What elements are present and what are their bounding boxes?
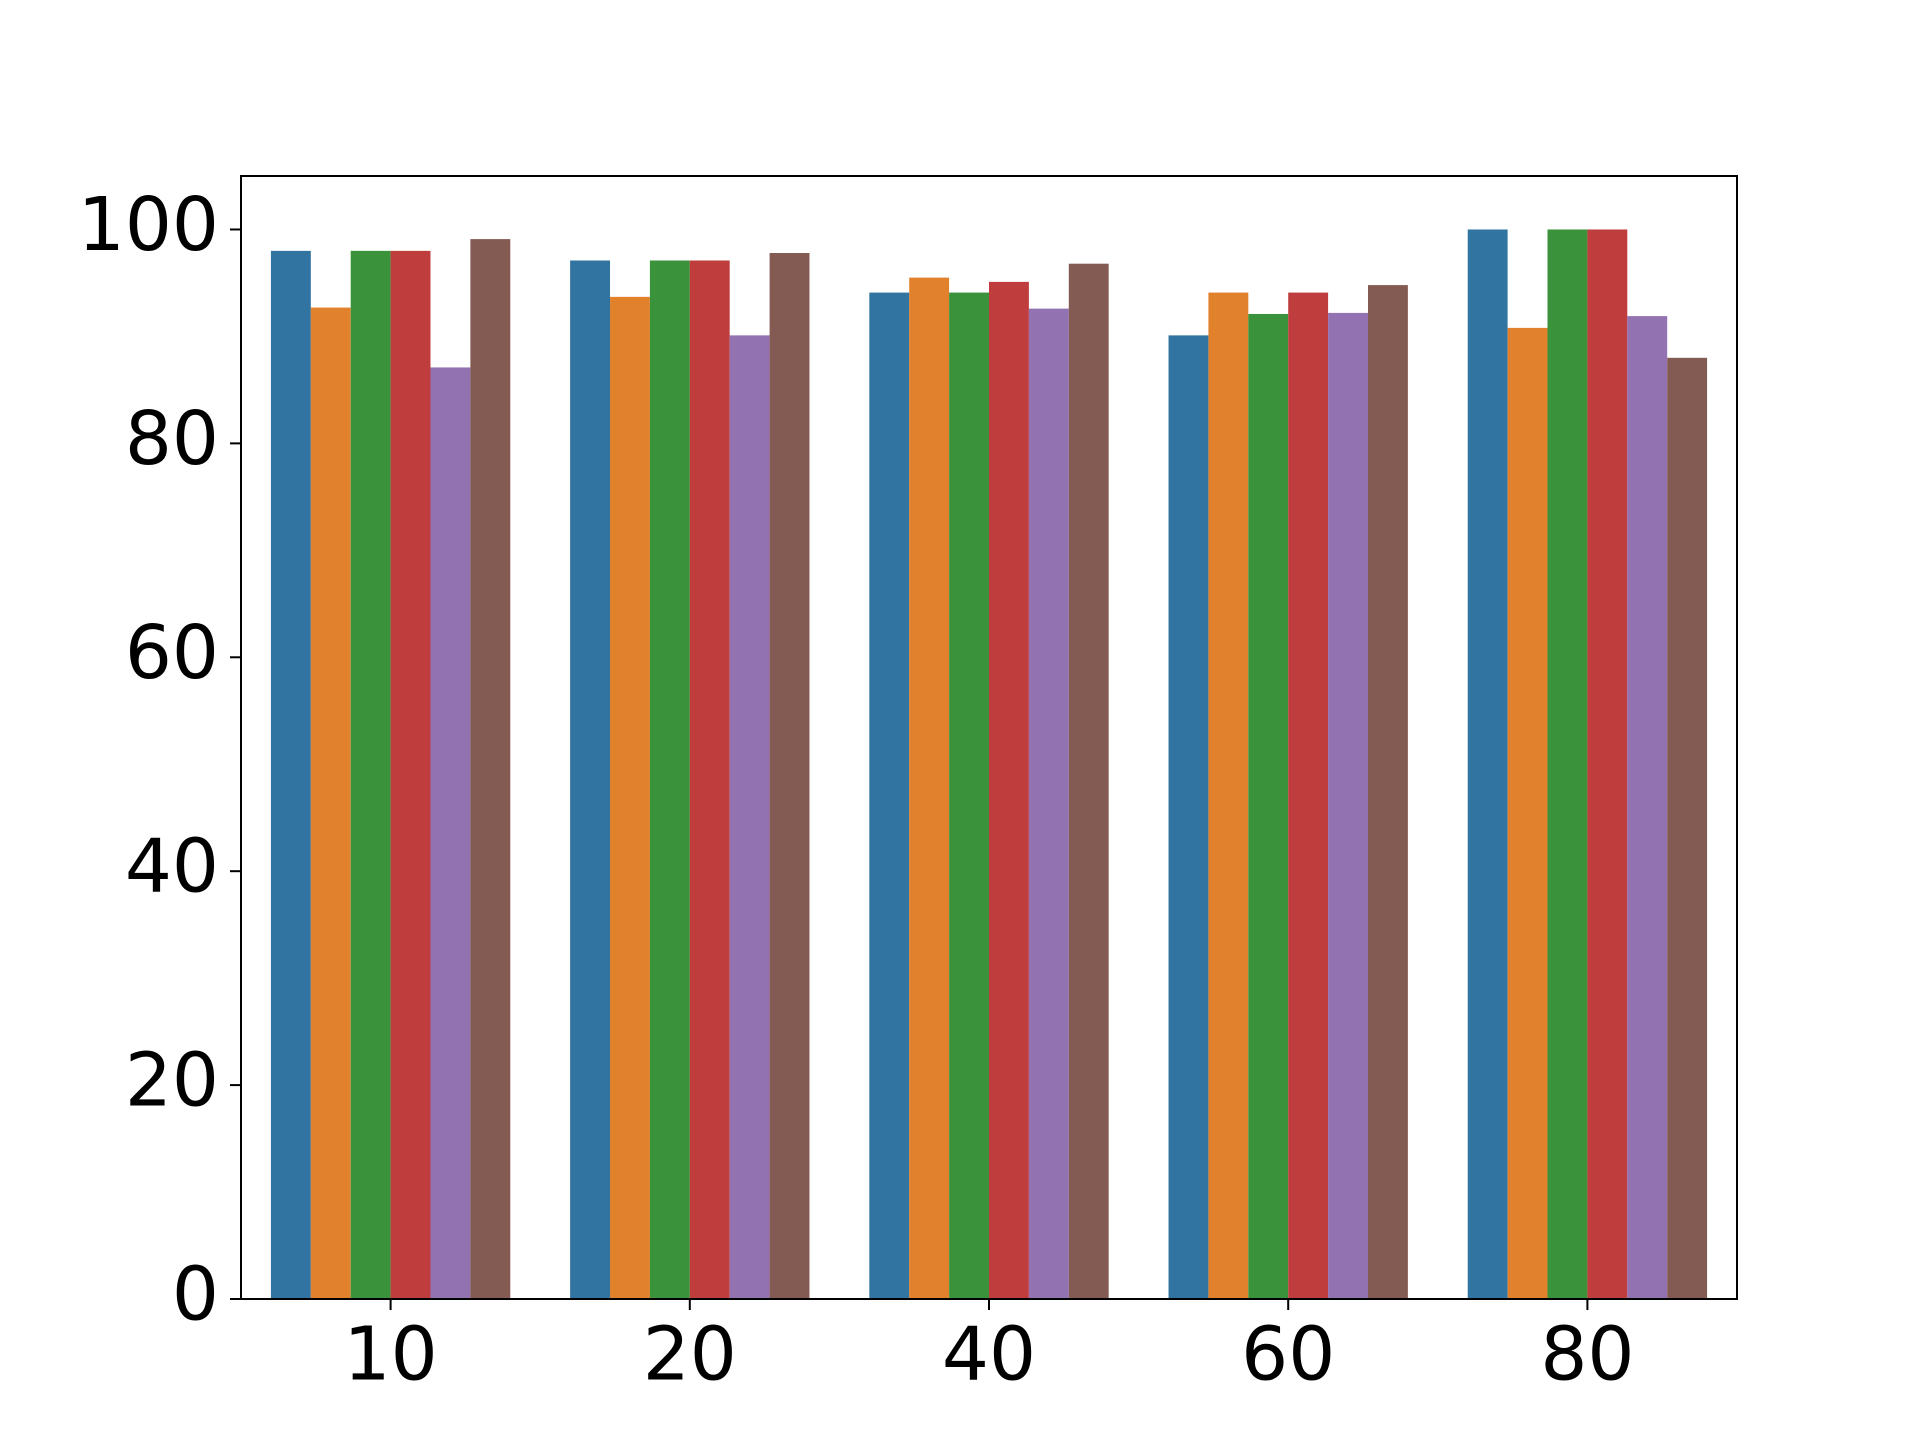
bar xyxy=(989,281,1029,1300)
bar xyxy=(1547,229,1588,1299)
y-tick-label: 20 xyxy=(125,1038,219,1124)
bar xyxy=(430,367,471,1299)
bar xyxy=(869,292,910,1299)
bar xyxy=(470,239,511,1299)
bar xyxy=(1168,335,1209,1300)
y-tick-label: 80 xyxy=(125,396,219,482)
bar xyxy=(610,296,650,1299)
bar xyxy=(350,250,391,1299)
bar xyxy=(1288,292,1329,1299)
plot-frame xyxy=(240,175,1738,1300)
bar xyxy=(270,250,311,1299)
bar xyxy=(1507,327,1548,1299)
bar xyxy=(689,260,730,1299)
x-tick-label: 20 xyxy=(643,1312,737,1398)
x-tick-label: 80 xyxy=(1540,1312,1634,1398)
bar xyxy=(909,277,950,1300)
x-tick-label: 10 xyxy=(344,1312,438,1398)
bar xyxy=(1367,285,1408,1299)
bar xyxy=(1248,313,1289,1299)
bar xyxy=(1667,357,1708,1299)
bar xyxy=(1627,316,1668,1299)
bar xyxy=(1028,308,1069,1299)
y-tick-label: 40 xyxy=(125,824,219,910)
bar xyxy=(310,307,351,1300)
y-tick-label: 100 xyxy=(78,182,219,268)
bar xyxy=(649,260,690,1299)
bar xyxy=(390,250,431,1299)
bar xyxy=(1587,229,1628,1299)
bar xyxy=(1328,312,1368,1299)
y-tick-label: 0 xyxy=(172,1252,219,1338)
bar xyxy=(769,253,810,1299)
bar xyxy=(729,335,770,1300)
bar xyxy=(1467,229,1508,1299)
bar xyxy=(1208,292,1249,1299)
y-tick-label: 60 xyxy=(125,610,219,696)
bar xyxy=(570,260,611,1299)
bar xyxy=(1068,263,1109,1300)
x-tick-label: 40 xyxy=(942,1312,1036,1398)
bar xyxy=(949,292,989,1299)
x-tick-label: 60 xyxy=(1241,1312,1335,1398)
